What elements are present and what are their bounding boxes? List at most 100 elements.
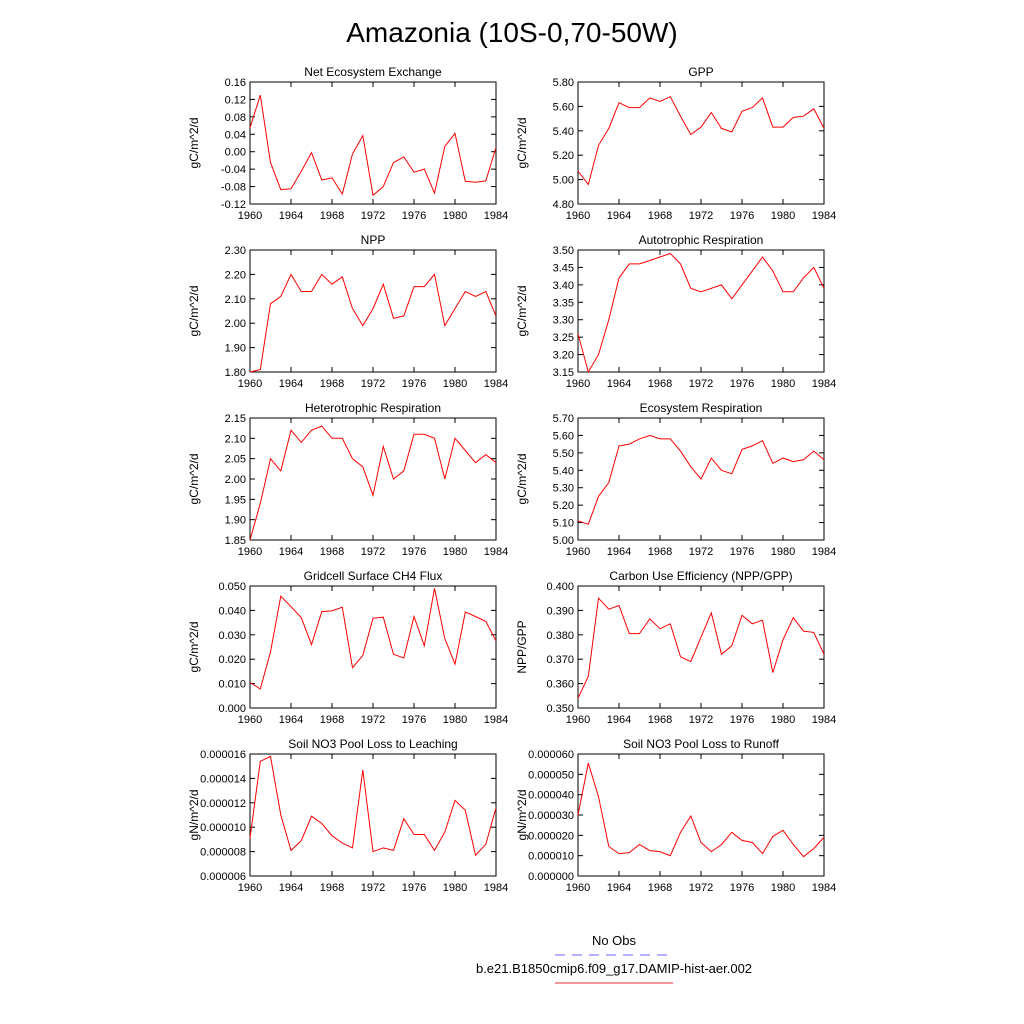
y-tick-label: 2.00	[225, 474, 246, 486]
plot-frame	[249, 249, 497, 373]
x-tick-label: 1968	[320, 714, 344, 726]
y-tick-label: 0.030	[218, 630, 246, 642]
chart-panel: Heterotrophic Respiration gC/m^2/d 1.85 1.9…	[187, 401, 508, 558]
series-line	[249, 588, 497, 690]
x-tick-label: 1976	[402, 714, 426, 726]
y-tick-label: 3.20	[553, 350, 574, 362]
x-tick-label: 1972	[689, 378, 713, 390]
x-tick-label: 1980	[771, 378, 795, 390]
legend: No Obs b.e21.B1850cmip6.f09_g17.DAMIP-his…	[476, 933, 752, 984]
y-tick-label: 0.000008	[200, 847, 246, 859]
x-tick-label: 1980	[443, 210, 467, 222]
y-tick-label: 0.390	[546, 605, 574, 617]
y-tick-label: 5.00	[553, 535, 574, 547]
x-tick-label: 1984	[484, 882, 508, 894]
x-tick-label: 1984	[812, 546, 836, 558]
y-tick-label: 0.000012	[200, 798, 246, 810]
x-tick-label: 1984	[812, 714, 836, 726]
x-tick-label: 1964	[607, 882, 631, 894]
y-tick-label: 5.50	[553, 448, 574, 460]
x-tick-label: 1980	[771, 210, 795, 222]
x-tick-label: 1976	[730, 378, 754, 390]
y-tick-label: 0.000030	[528, 810, 574, 822]
x-tick-label: 1980	[771, 714, 795, 726]
x-tick-label: 1964	[279, 546, 303, 558]
plot-frame	[577, 81, 825, 205]
series-line	[249, 273, 497, 373]
x-tick-label: 1960	[566, 882, 590, 894]
y-tick-label: 0.010	[218, 679, 246, 691]
x-tick-label: 1968	[648, 378, 672, 390]
panel-title: Carbon Use Efficiency (NPP/GPP)	[609, 569, 792, 583]
plot-frame	[249, 753, 497, 877]
y-tick-label: 0.000040	[528, 790, 574, 802]
y-tick-label: -0.08	[221, 182, 246, 194]
x-tick-label: 1960	[238, 546, 262, 558]
x-tick-label: 1964	[607, 210, 631, 222]
y-tick-label: 3.50	[553, 245, 574, 257]
x-tick-label: 1968	[320, 210, 344, 222]
x-tick-label: 1968	[320, 378, 344, 390]
chart-panel: GPP gC/m^2/d 4.80 5.00 5.20 5.40 5.60 5.80 1960 1…	[515, 65, 836, 222]
x-tick-label: 1964	[607, 378, 631, 390]
series-line	[249, 755, 497, 857]
legend-label: No Obs	[592, 933, 637, 948]
x-tick-label: 1980	[771, 882, 795, 894]
series-line	[577, 95, 825, 186]
y-tick-label: 0.000010	[200, 822, 246, 834]
panel-title: Heterotrophic Respiration	[305, 401, 441, 415]
y-axis-label: NPP/GPP	[515, 620, 529, 673]
x-tick-label: 1964	[279, 714, 303, 726]
y-tick-label: 3.35	[553, 297, 574, 309]
y-axis-label: gC/m^2/d	[515, 118, 529, 169]
plot-frame	[577, 753, 825, 877]
y-tick-label: 0.380	[546, 630, 574, 642]
x-tick-label: 1960	[566, 714, 590, 726]
series-line	[577, 434, 825, 525]
y-axis-label: gC/m^2/d	[187, 118, 201, 169]
x-tick-label: 1980	[443, 714, 467, 726]
y-tick-label: -0.12	[221, 199, 246, 211]
x-tick-label: 1968	[648, 882, 672, 894]
plot-frame	[249, 81, 497, 205]
x-tick-label: 1968	[648, 714, 672, 726]
y-tick-label: 5.20	[553, 150, 574, 162]
y-tick-label: 1.90	[225, 343, 246, 355]
x-tick-label: 1980	[443, 546, 467, 558]
y-axis-label: gC/m^2/d	[515, 286, 529, 337]
x-tick-label: 1960	[566, 210, 590, 222]
y-tick-label: 0.350	[546, 703, 574, 715]
y-tick-label: 0.16	[225, 77, 246, 89]
y-axis-label: gN/m^2/d	[515, 790, 529, 841]
panel-title: Ecosystem Respiration	[640, 401, 763, 415]
x-tick-label: 1968	[320, 882, 344, 894]
y-tick-label: 5.20	[553, 500, 574, 512]
series-line	[577, 252, 825, 374]
plot-frame	[577, 249, 825, 373]
y-tick-label: 5.00	[553, 175, 574, 187]
y-tick-label: 0.000016	[200, 749, 246, 761]
x-tick-label: 1960	[566, 378, 590, 390]
y-tick-label: 3.30	[553, 315, 574, 327]
x-tick-label: 1972	[689, 546, 713, 558]
panel-title: GPP	[688, 65, 713, 79]
y-tick-label: 0.000060	[528, 749, 574, 761]
chart-panel: Carbon Use Efficiency (NPP/GPP) NPP/GPP 0.…	[515, 569, 836, 726]
x-tick-label: 1960	[238, 378, 262, 390]
y-tick-label: 0.00	[225, 147, 246, 159]
panel-title: Gridcell Surface CH4 Flux	[304, 569, 443, 583]
figure-title: Amazonia (10S-0,70-50W)	[346, 17, 677, 48]
y-tick-label: 4.80	[553, 199, 574, 211]
y-tick-label: 3.45	[553, 262, 574, 274]
y-tick-label: 0.000010	[528, 851, 574, 863]
y-tick-label: 5.60	[553, 101, 574, 113]
x-tick-label: 1984	[812, 882, 836, 894]
y-tick-label: 0.000006	[200, 871, 246, 883]
x-tick-label: 1976	[402, 378, 426, 390]
y-tick-label: 3.15	[553, 367, 574, 379]
legend-label: b.e21.B1850cmip6.f09_g17.DAMIP-hist-aer.…	[476, 961, 752, 976]
y-tick-label: 2.15	[225, 413, 246, 425]
series-line	[577, 597, 825, 699]
y-axis-label: gC/m^2/d	[187, 622, 201, 673]
panel-title: NPP	[361, 233, 386, 247]
